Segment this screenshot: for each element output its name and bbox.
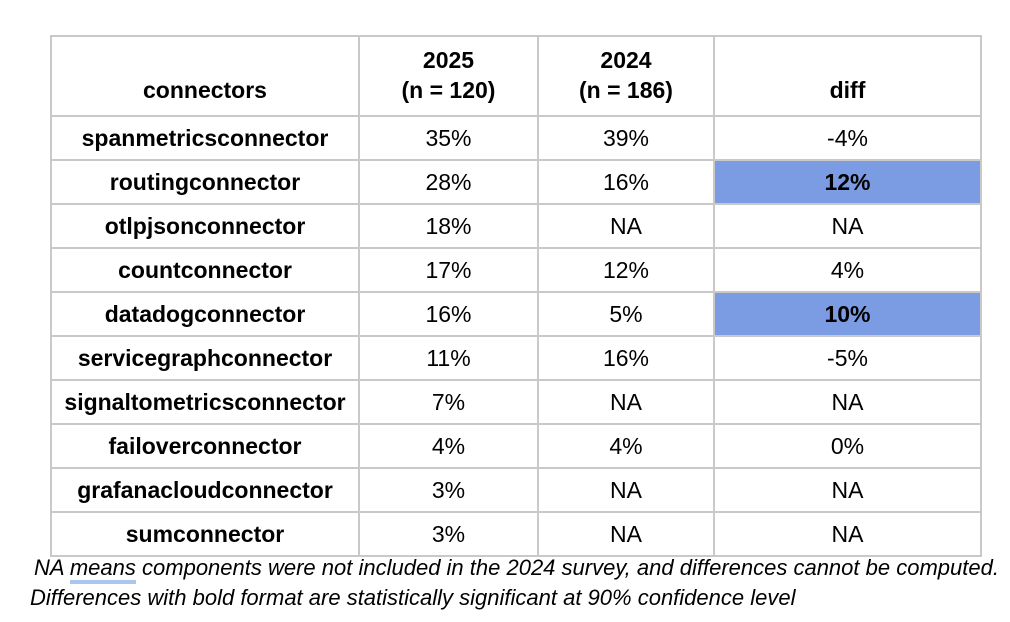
footnote-line-2: Differences with bold format are statist… — [30, 585, 796, 610]
value-2025-cell: 11% — [358, 335, 539, 381]
value-2024-cell: 5% — [537, 291, 715, 337]
connector-name-cell: servicegraphconnector — [50, 335, 360, 381]
footnote-line-1: NA means components were not included in… — [30, 553, 1005, 584]
diff-cell: 4% — [713, 247, 982, 293]
value-2024-cell: NA — [537, 467, 715, 513]
header-row: connectors 2025 (n = 120) 2024 (n = 186)… — [50, 35, 982, 117]
header-2024-year: 2024 — [600, 47, 652, 73]
value-2024-cell: NA — [537, 379, 715, 425]
value-2024-cell: 16% — [537, 159, 715, 205]
table-row: sumconnector 3% NA NA — [50, 511, 982, 557]
header-connectors: connectors — [50, 35, 360, 117]
diff-cell: NA — [713, 511, 982, 557]
table-row: grafanacloudconnector 3% NA NA — [50, 467, 982, 513]
header-2024: 2024 (n = 186) — [537, 35, 715, 117]
diff-cell: -4% — [713, 115, 982, 161]
table-row: datadogconnector 16% 5% 10% — [50, 291, 982, 337]
header-connectors-label: connectors — [143, 77, 267, 103]
value-2025-cell: 3% — [358, 467, 539, 513]
connectors-table: connectors 2025 (n = 120) 2024 (n = 186)… — [50, 35, 982, 557]
diff-cell: 0% — [713, 423, 982, 469]
table-row: servicegraphconnector 11% 16% -5% — [50, 335, 982, 381]
connector-name-cell: signaltometricsconnector — [50, 379, 360, 425]
connector-name-cell: sumconnector — [50, 511, 360, 557]
header-diff-label: diff — [829, 77, 866, 103]
table-row: spanmetricsconnector 35% 39% -4% — [50, 115, 982, 161]
footnote: NA means components were not included in… — [30, 553, 1005, 613]
footnote-line-1-rest: components were not included in the 2024… — [135, 555, 999, 580]
value-2024-cell: 16% — [537, 335, 715, 381]
table-row: routingconnector 28% 16% 12% — [50, 159, 982, 205]
value-2024-cell: NA — [537, 203, 715, 249]
value-2024-cell: 12% — [537, 247, 715, 293]
value-2025-cell: 3% — [358, 511, 539, 557]
diff-cell: NA — [713, 467, 982, 513]
table-row: otlpjsonconnector 18% NA NA — [50, 203, 982, 249]
header-2025-n: (n = 120) — [401, 77, 496, 103]
table-row: failoverconnector 4% 4% 0% — [50, 423, 982, 469]
header-diff: diff — [713, 35, 982, 117]
connector-name-cell: otlpjsonconnector — [50, 203, 360, 249]
diff-cell-highlighted: 10% — [713, 291, 982, 337]
value-2024-cell: 4% — [537, 423, 715, 469]
value-2024-cell: 39% — [537, 115, 715, 161]
header-2024-n: (n = 186) — [579, 77, 673, 103]
value-2025-cell: 16% — [358, 291, 539, 337]
grammar-underlined-word: means — [69, 555, 136, 584]
connector-name-cell: routingconnector — [50, 159, 360, 205]
value-2025-cell: 28% — [358, 159, 539, 205]
connector-name-cell: datadogconnector — [50, 291, 360, 337]
footnote-na-prefix: NA — [34, 555, 70, 580]
diff-cell: NA — [713, 379, 982, 425]
table-row: countconnector 17% 12% 4% — [50, 247, 982, 293]
diff-cell: -5% — [713, 335, 982, 381]
header-2025: 2025 (n = 120) — [358, 35, 539, 117]
value-2025-cell: 18% — [358, 203, 539, 249]
connector-name-cell: failoverconnector — [50, 423, 360, 469]
connector-name-cell: grafanacloudconnector — [50, 467, 360, 513]
value-2025-cell: 17% — [358, 247, 539, 293]
value-2024-cell: NA — [537, 511, 715, 557]
diff-cell-highlighted: 12% — [713, 159, 982, 205]
connector-name-cell: countconnector — [50, 247, 360, 293]
value-2025-cell: 4% — [358, 423, 539, 469]
table-row: signaltometricsconnector 7% NA NA — [50, 379, 982, 425]
header-2025-year: 2025 — [422, 47, 475, 73]
value-2025-cell: 35% — [358, 115, 539, 161]
diff-cell: NA — [713, 203, 982, 249]
connector-name-cell: spanmetricsconnector — [50, 115, 360, 161]
value-2025-cell: 7% — [358, 379, 539, 425]
